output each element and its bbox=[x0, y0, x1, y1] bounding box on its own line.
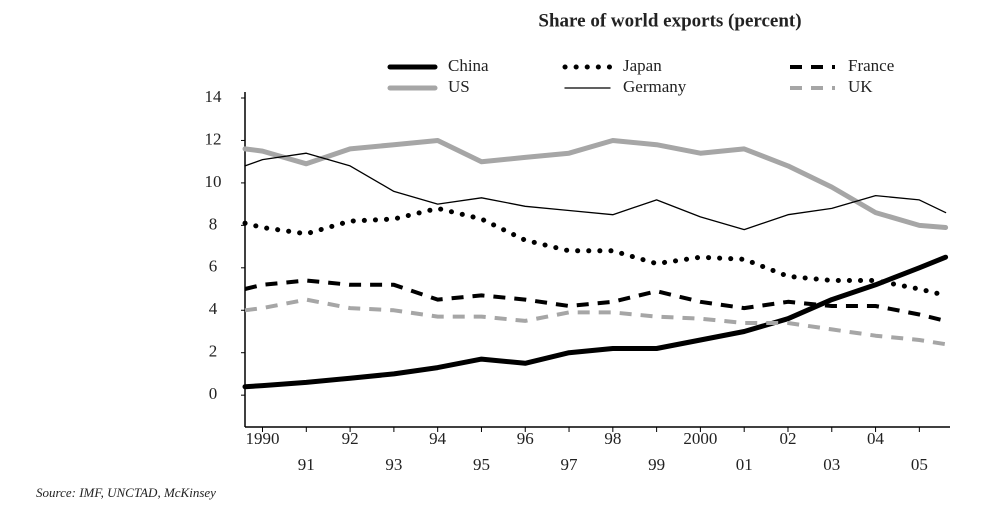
series-line bbox=[242, 138, 949, 230]
y-tick-label: 8 bbox=[209, 214, 218, 233]
y-tick-label: 0 bbox=[209, 384, 218, 403]
x-tick-label: 05 bbox=[911, 455, 928, 474]
legend-label: France bbox=[848, 56, 894, 75]
legend-label: UK bbox=[848, 77, 873, 96]
x-tick-label: 1990 bbox=[246, 429, 280, 448]
y-tick-label: 2 bbox=[209, 342, 218, 361]
x-tick-label: 92 bbox=[342, 429, 359, 448]
x-tick-label: 99 bbox=[648, 455, 665, 474]
series-line bbox=[242, 205, 949, 298]
legend-label: Germany bbox=[623, 77, 687, 96]
x-tick-label: 91 bbox=[298, 455, 315, 474]
y-tick-label: 10 bbox=[205, 172, 222, 191]
x-tick-label: 94 bbox=[429, 429, 447, 448]
y-tick-label: 6 bbox=[209, 257, 218, 276]
series-line bbox=[242, 254, 949, 390]
x-tick-label: 01 bbox=[736, 455, 753, 474]
series-line bbox=[244, 152, 947, 231]
x-tick-label: 93 bbox=[385, 455, 402, 474]
y-tick-label: 14 bbox=[205, 87, 223, 106]
source-note: Source: IMF, UNCTAD, McKinsey bbox=[36, 485, 216, 500]
y-tick-label: 4 bbox=[209, 299, 218, 318]
series-line bbox=[244, 278, 947, 323]
legend: China Japan France US Germany UK bbox=[387, 56, 894, 96]
legend-label: China bbox=[448, 56, 489, 75]
series-line bbox=[244, 297, 946, 347]
x-tick-label: 04 bbox=[867, 429, 885, 448]
x-tick-label: 96 bbox=[517, 429, 534, 448]
x-tick-label: 97 bbox=[561, 455, 579, 474]
y-tick-label: 12 bbox=[205, 129, 222, 148]
legend-label: US bbox=[448, 77, 470, 96]
x-tick-label: 98 bbox=[604, 429, 621, 448]
legend-label: Japan bbox=[623, 56, 662, 75]
x-tick-label: 03 bbox=[823, 455, 840, 474]
chart-title: Share of world exports (percent) bbox=[538, 10, 801, 31]
x-tick-label: 02 bbox=[779, 429, 796, 448]
x-tick-label: 2000 bbox=[683, 429, 717, 448]
x-tick-label: 95 bbox=[473, 455, 490, 474]
